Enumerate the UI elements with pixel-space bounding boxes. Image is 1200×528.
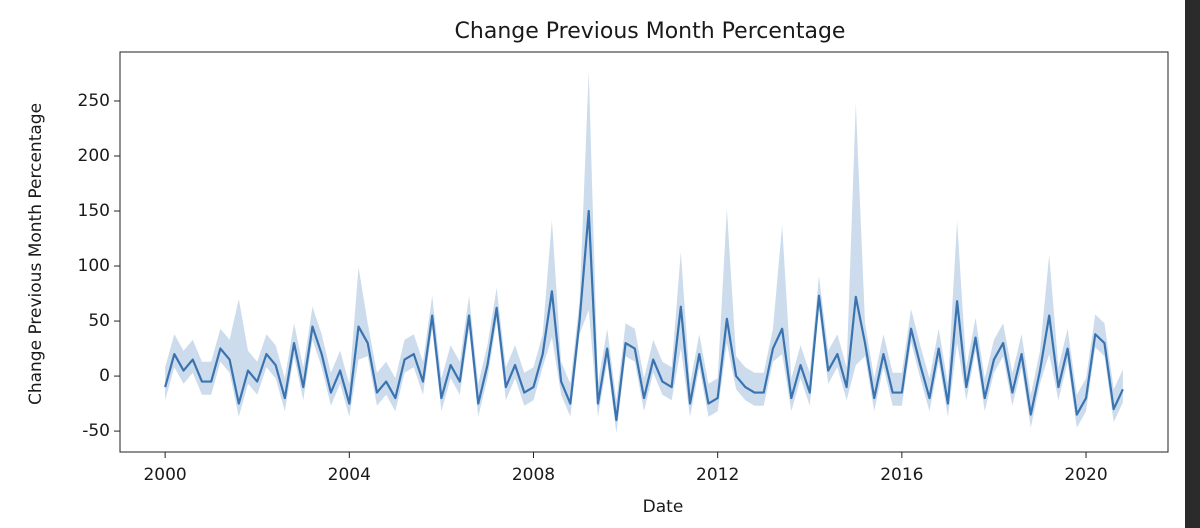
x-tick-label: 2016 xyxy=(880,465,923,485)
y-tick-label: 50 xyxy=(88,311,110,331)
y-tick-label: -50 xyxy=(82,421,110,441)
plot-frame xyxy=(119,51,1169,453)
x-tick-label: 2012 xyxy=(696,465,739,485)
y-tick-label: 250 xyxy=(78,91,110,111)
y-tick-label: 100 xyxy=(78,256,110,276)
x-tick-label: 2020 xyxy=(1064,465,1107,485)
y-tick-label: 200 xyxy=(78,146,110,166)
x-tick-label: 2008 xyxy=(512,465,555,485)
y-axis-label: Change Previous Month Percentage xyxy=(26,103,46,405)
x-tick-label: 2004 xyxy=(328,465,371,485)
chart-title: Change Previous Month Percentage xyxy=(455,19,846,44)
y-tick-label: 0 xyxy=(99,366,110,386)
confidence-band xyxy=(165,71,1123,434)
y-tick-label: 150 xyxy=(78,201,110,221)
line xyxy=(164,209,1124,422)
x-axis-label: Date xyxy=(643,497,684,517)
x-tick-label: 2000 xyxy=(143,465,186,485)
